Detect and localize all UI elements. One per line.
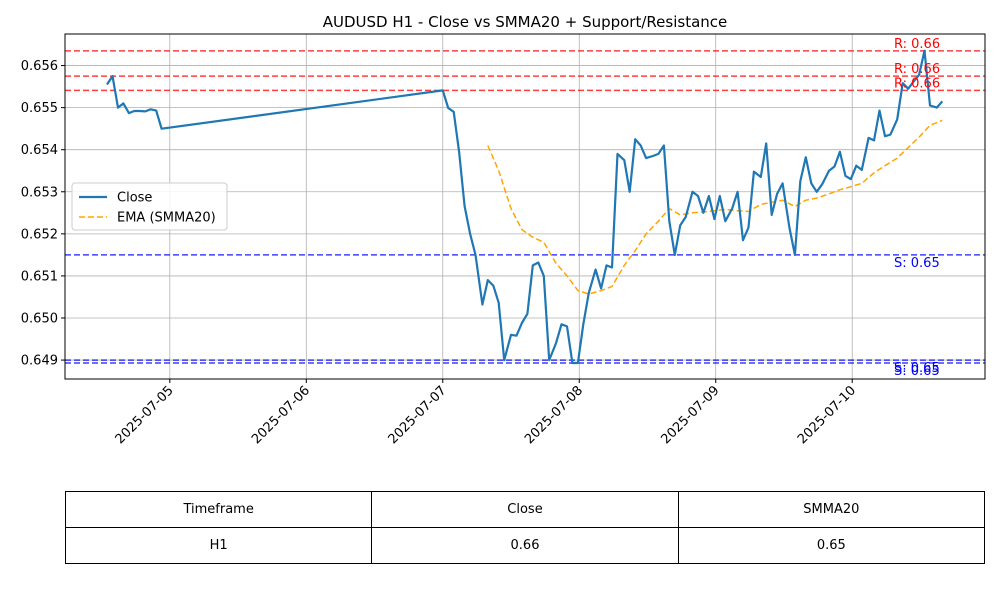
support-resistance-lines — [65, 50, 985, 364]
y-tick-label: 0.649 — [21, 354, 58, 369]
legend-label: EMA (SMMA20) — [117, 211, 216, 226]
table-header-cell: Timeframe — [64, 491, 373, 528]
legend: Close EMA (SMMA20) — [71, 182, 228, 231]
y-tick-label: 0.650 — [21, 311, 58, 326]
plot-frame — [64, 33, 986, 380]
support-label: S: 0.65 — [894, 361, 940, 376]
x-tick-label: 2025-07-08 — [522, 383, 586, 447]
table-row: H1 0.66 0.65 — [64, 527, 986, 564]
smma20-line — [487, 119, 943, 295]
y-tick-label: 0.654 — [21, 143, 58, 158]
x-tick-label: 2025-07-10 — [795, 383, 859, 447]
resistance-label: R: 0.66 — [894, 37, 940, 52]
support-resistance-labels: R: 0.66R: 0.66R: 0.66S: 0.65S: 0.65S: 0.… — [894, 37, 940, 379]
series-lines — [106, 49, 944, 365]
legend-box — [71, 182, 228, 231]
chart-title: AUDUSD H1 - Close vs SMMA20 + Support/Re… — [323, 13, 728, 31]
x-tick-label: 2025-07-09 — [659, 383, 723, 447]
support-label: S: 0.65 — [894, 364, 940, 379]
resistance-label: R: 0.66 — [894, 62, 940, 77]
y-tick-label: 0.655 — [21, 101, 58, 116]
x-tick-label: 2025-07-07 — [386, 383, 450, 447]
legend-label: Close — [117, 191, 152, 206]
y-tick-label: 0.653 — [21, 185, 58, 200]
y-axis: 0.649 0.650 0.651 0.652 0.653 0.654 0.655 0.656 — [21, 59, 65, 369]
y-tick-label: 0.656 — [21, 59, 58, 74]
table-cell: 0.65 — [677, 527, 986, 564]
x-axis: 2025-07-05 2025-07-06 2025-07-07 2025-07-08… — [113, 379, 859, 447]
table-cell: H1 — [64, 527, 373, 564]
table-header-row: Timeframe Close SMMA20 — [64, 491, 986, 528]
resistance-label: R: 0.66 — [894, 76, 940, 91]
table-cell: 0.66 — [371, 527, 679, 564]
x-tick-label: 2025-07-06 — [249, 383, 313, 447]
table-header-cell: Close — [371, 491, 679, 528]
close-line — [106, 49, 944, 365]
summary-table: Timeframe Close SMMA20 H1 0.66 0.65 — [64, 491, 986, 564]
x-tick-label: 2025-07-05 — [113, 383, 177, 447]
support-label: S: 0.65 — [894, 256, 940, 271]
chart: AUDUSD H1 - Close vs SMMA20 + Support/Re… — [21, 13, 986, 447]
table-header-cell: SMMA20 — [677, 491, 986, 528]
y-tick-label: 0.651 — [21, 269, 58, 284]
y-tick-label: 0.652 — [21, 227, 58, 242]
